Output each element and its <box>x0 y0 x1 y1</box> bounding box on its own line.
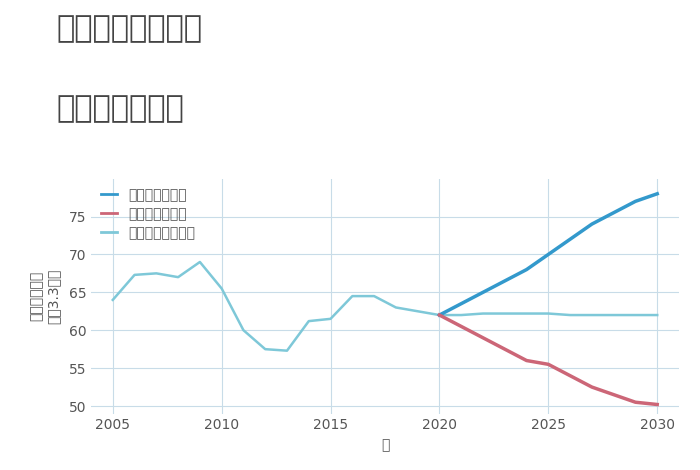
バッドシナリオ <box>631 400 640 405</box>
ノーマルシナリオ <box>522 311 531 316</box>
ノーマルシナリオ <box>239 328 248 333</box>
Y-axis label: 単価（万円）
坪（3.3㎡）: 単価（万円） 坪（3.3㎡） <box>30 268 60 324</box>
ノーマルシナリオ <box>326 316 335 321</box>
バッドシナリオ <box>435 312 444 318</box>
ノーマルシナリオ <box>414 308 422 314</box>
ノーマルシナリオ <box>544 311 552 316</box>
グッドシナリオ <box>588 221 596 227</box>
ノーマルシナリオ <box>196 259 204 265</box>
Legend: グッドシナリオ, バッドシナリオ, ノーマルシナリオ: グッドシナリオ, バッドシナリオ, ノーマルシナリオ <box>98 186 198 243</box>
ノーマルシナリオ <box>304 318 313 324</box>
ノーマルシナリオ <box>152 271 160 276</box>
グッドシナリオ <box>610 210 618 216</box>
グッドシナリオ <box>631 198 640 204</box>
ノーマルシナリオ <box>130 272 139 278</box>
Text: 千葉県柏市箕輪の: 千葉県柏市箕輪の <box>56 14 202 43</box>
ノーマルシナリオ <box>457 312 466 318</box>
グッドシナリオ <box>500 278 509 284</box>
グッドシナリオ <box>653 191 662 196</box>
Line: グッドシナリオ: グッドシナリオ <box>440 194 657 315</box>
ノーマルシナリオ <box>653 312 662 318</box>
ノーマルシナリオ <box>218 286 226 291</box>
X-axis label: 年: 年 <box>381 438 389 452</box>
Text: 土地の価格推移: 土地の価格推移 <box>56 94 183 123</box>
グッドシナリオ <box>479 290 487 295</box>
グッドシナリオ <box>566 236 574 242</box>
バッドシナリオ <box>588 384 596 390</box>
ノーマルシナリオ <box>479 311 487 316</box>
バッドシナリオ <box>610 392 618 398</box>
Line: ノーマルシナリオ: ノーマルシナリオ <box>113 262 657 351</box>
グッドシナリオ <box>435 312 444 318</box>
ノーマルシナリオ <box>610 312 618 318</box>
Line: バッドシナリオ: バッドシナリオ <box>440 315 657 405</box>
ノーマルシナリオ <box>392 305 400 310</box>
バッドシナリオ <box>522 358 531 363</box>
グッドシナリオ <box>457 301 466 306</box>
バッドシナリオ <box>566 373 574 378</box>
バッドシナリオ <box>653 402 662 407</box>
バッドシナリオ <box>500 346 509 352</box>
ノーマルシナリオ <box>348 293 356 299</box>
ノーマルシナリオ <box>566 312 574 318</box>
バッドシナリオ <box>544 361 552 367</box>
バッドシナリオ <box>479 335 487 341</box>
ノーマルシナリオ <box>631 312 640 318</box>
ノーマルシナリオ <box>588 312 596 318</box>
ノーマルシナリオ <box>370 293 378 299</box>
ノーマルシナリオ <box>261 346 270 352</box>
グッドシナリオ <box>522 267 531 273</box>
ノーマルシナリオ <box>174 274 182 280</box>
グッドシナリオ <box>544 251 552 257</box>
ノーマルシナリオ <box>108 297 117 303</box>
ノーマルシナリオ <box>500 311 509 316</box>
バッドシナリオ <box>457 324 466 329</box>
ノーマルシナリオ <box>283 348 291 353</box>
ノーマルシナリオ <box>435 312 444 318</box>
